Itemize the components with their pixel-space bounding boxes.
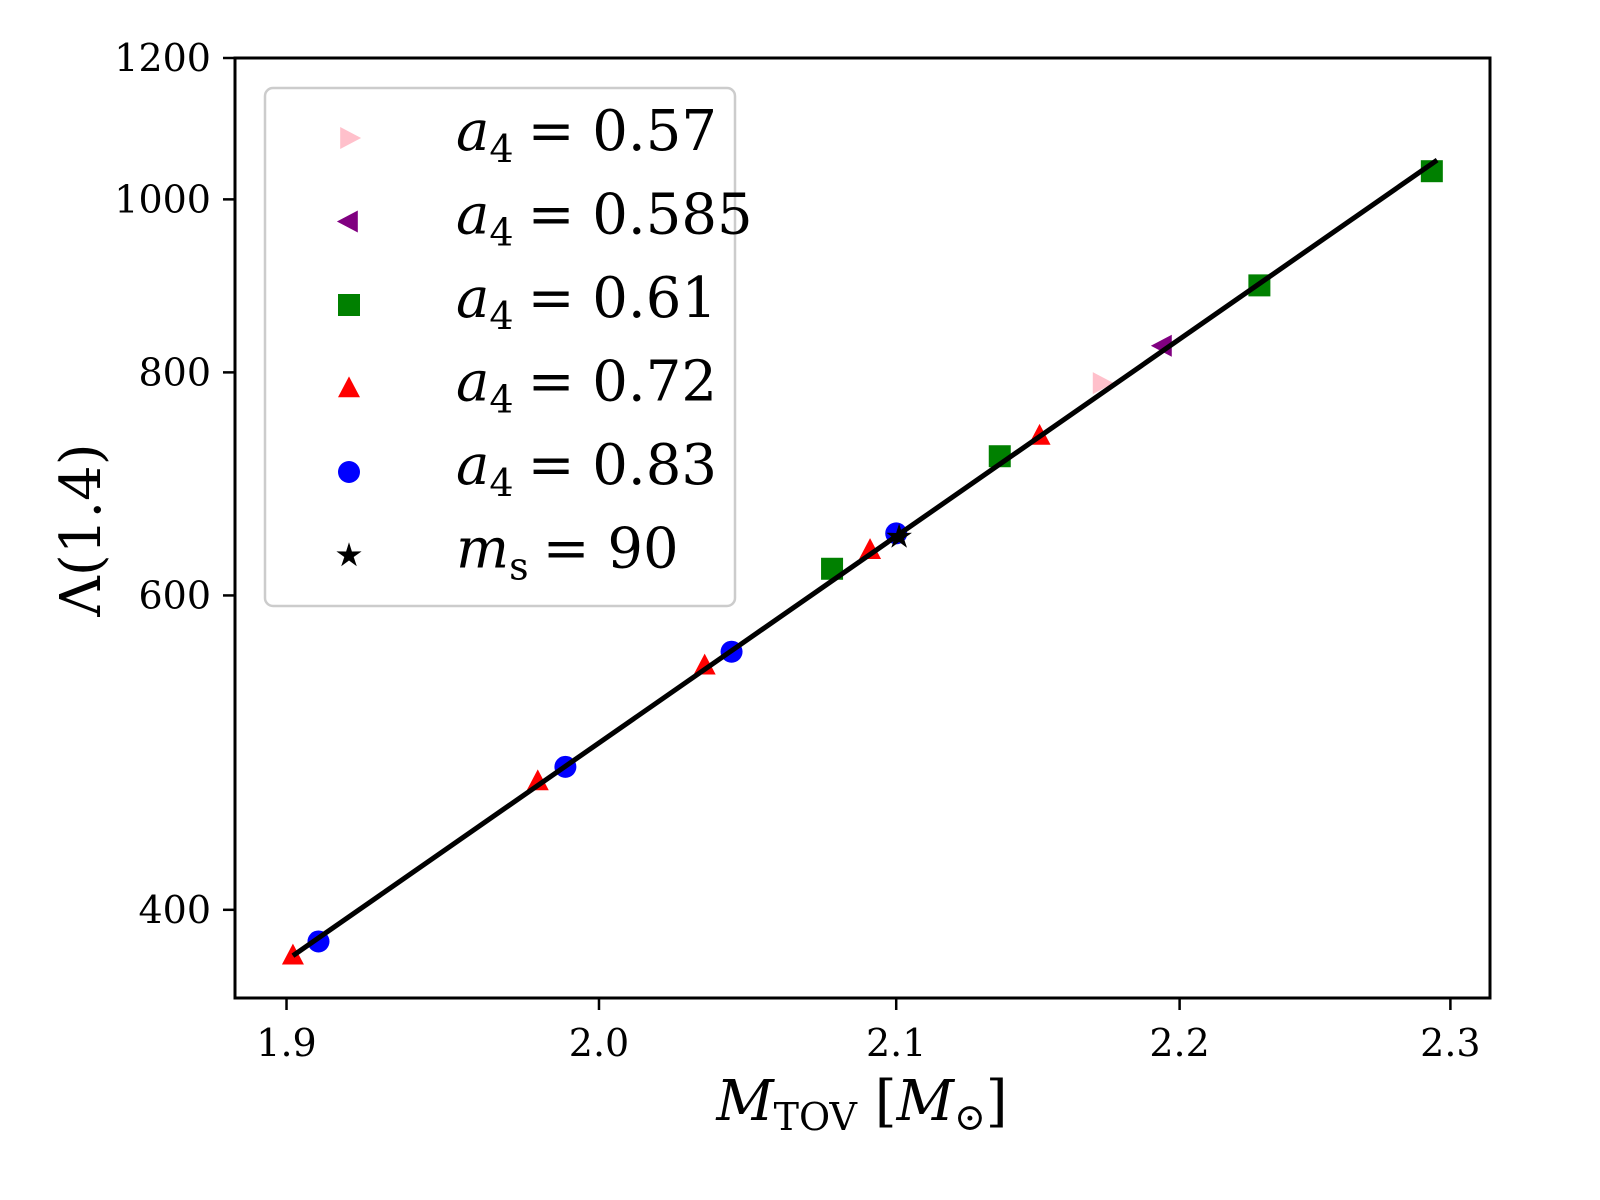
legend-marker-triangle-right (340, 127, 362, 149)
x-tick-label: 2.3 (1420, 1021, 1480, 1065)
plot-frame (233, 56, 1492, 1000)
legend-marker-square (338, 294, 360, 316)
x-tick-label: 1.9 (256, 1021, 316, 1065)
data-point-triangle-right (1092, 372, 1114, 395)
legend-box (263, 86, 737, 608)
legend: a4 = 0.57 a4 = 0.585 a4 = 0.61 a4 = 0.72 a4 = 0.8… (263, 86, 753, 608)
y-axis-label: Λ(1.4) (49, 443, 114, 617)
data-point-star (886, 523, 912, 548)
data-point-triangle-up (526, 769, 549, 791)
y-tick-label: 800 (138, 350, 211, 394)
y-tick-label: 600 (138, 573, 211, 617)
legend-marker-circle (338, 461, 360, 483)
y-tick-label: 1200 (114, 36, 211, 80)
y-tick-label: 1000 (114, 177, 211, 221)
x-tick-label: 2.2 (1149, 1021, 1209, 1065)
legend-marker-triangle-up (338, 376, 360, 398)
x-label-unit: M (896, 1069, 956, 1134)
x-label-unit-sub: ⊙ (954, 1095, 986, 1139)
x-tick-label: 2.0 (569, 1021, 629, 1065)
legend-label: a4 = 0.585 (456, 183, 753, 255)
y-tick-label: 400 (138, 888, 211, 932)
legend-marker-star (336, 542, 362, 567)
legend-label: a4 = 0.72 (456, 350, 717, 422)
legend-label: a4 = 0.57 (456, 99, 717, 171)
x-tick-label: 2.1 (866, 1021, 926, 1065)
fit-line (291, 158, 1439, 958)
legend-label: a4 = 0.83 (456, 433, 717, 505)
x-label-sub: TOV (774, 1095, 858, 1139)
legend-label: a4 = 0.61 (456, 266, 717, 338)
plot-marks (281, 158, 1443, 965)
data-point-triangle-up (859, 538, 882, 560)
legend-label: ms = 90 (456, 517, 679, 589)
data-point-triangle-up (693, 653, 716, 675)
legend-marker-triangle-left (336, 210, 358, 233)
x-label-main: M (715, 1069, 775, 1134)
axis-ticks: 1.9 2.0 2.1 2.2 2.3 400 600 800 1000 1200 (114, 36, 1480, 1065)
x-axis-label: MTOV [M⊙] (715, 1069, 1007, 1139)
